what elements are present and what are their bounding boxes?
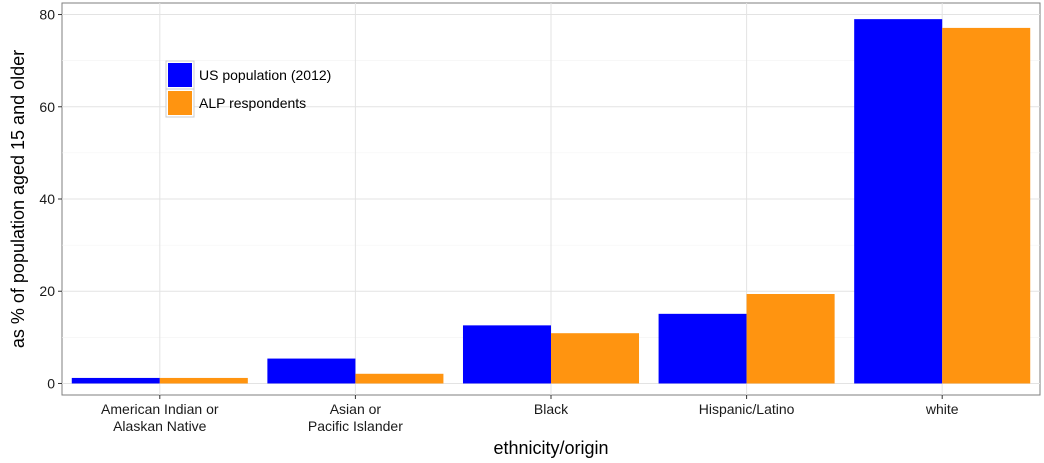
x-tick-label: white [925, 401, 959, 417]
bar [71, 377, 160, 384]
x-tick-label: Asian or Pacific Islander [308, 401, 403, 434]
bar [462, 325, 551, 384]
bar [267, 358, 356, 384]
y-tick-label: 20 [39, 283, 55, 299]
bar [746, 294, 835, 384]
y-tick-label: 60 [39, 99, 55, 115]
legend-label: ALP respondents [199, 95, 306, 111]
x-tick-label: Hispanic/Latino [699, 401, 795, 417]
bar [551, 333, 640, 384]
y-tick-label: 0 [47, 375, 55, 391]
bar [159, 377, 248, 384]
x-tick-label: Black [534, 401, 569, 417]
legend-label: US population (2012) [199, 67, 331, 83]
bar [658, 313, 747, 384]
legend-swatch [168, 63, 192, 87]
x-axis: American Indian or Alaskan Native Asian or… [101, 395, 959, 434]
legend: US population (2012) ALP respondents [165, 60, 331, 118]
y-axis-title: as % of population aged 15 and older [8, 50, 28, 348]
y-tick-label: 80 [39, 7, 55, 23]
y-axis: 0 20 40 60 80 [39, 7, 62, 391]
y-tick-label: 40 [39, 191, 55, 207]
x-tick-label: American Indian or Alaskan Native [101, 401, 219, 434]
bar [355, 373, 444, 384]
x-axis-title: ethnicity/origin [493, 438, 608, 458]
bars [71, 19, 1031, 384]
legend-swatch [168, 91, 192, 115]
bar [942, 27, 1031, 384]
bar [854, 19, 943, 384]
